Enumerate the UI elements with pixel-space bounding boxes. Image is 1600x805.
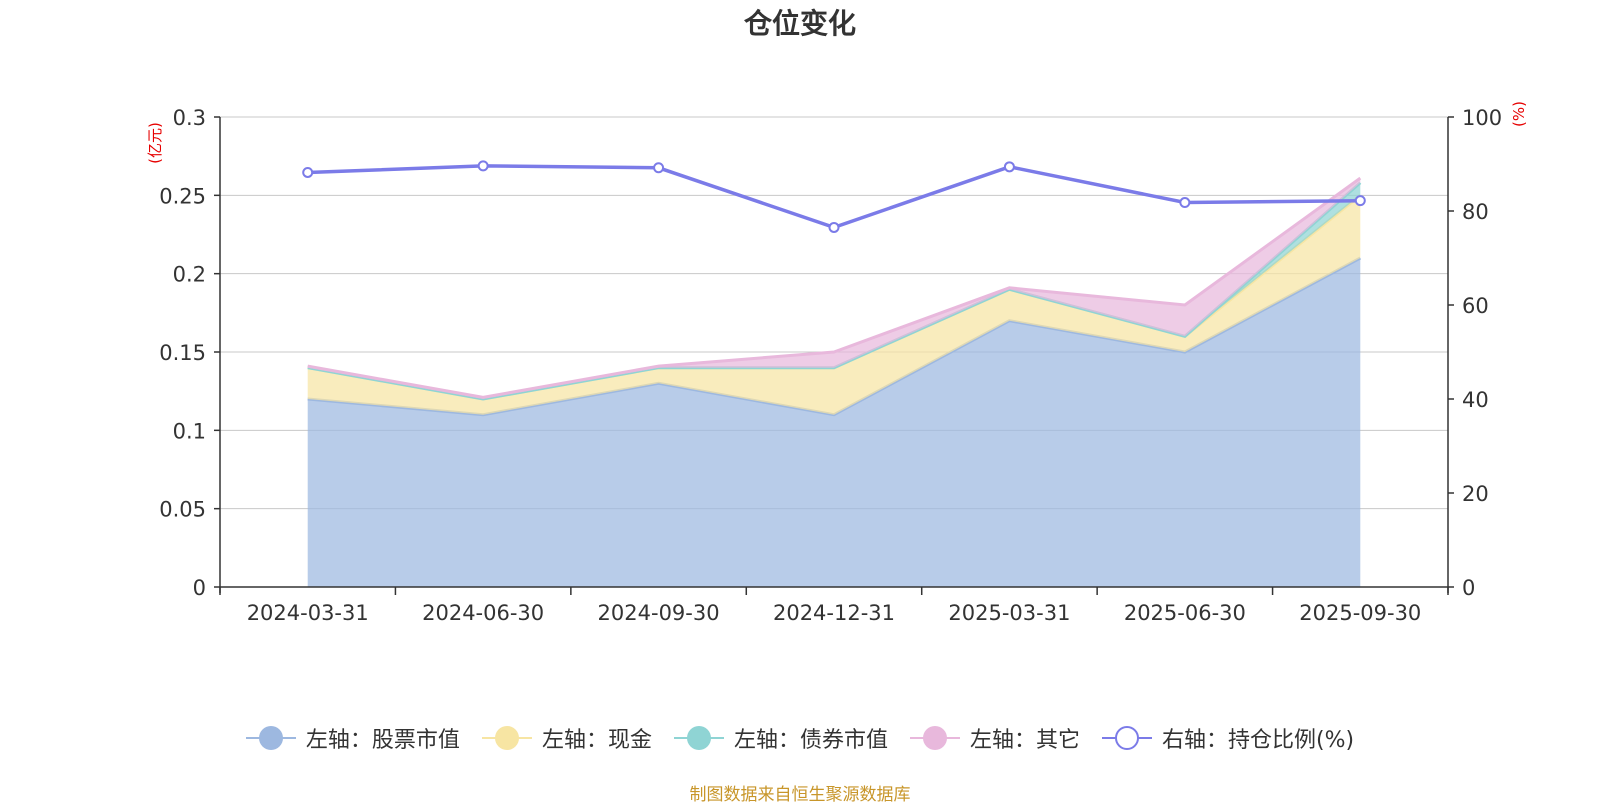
left-axis-unit: (亿元) — [146, 122, 164, 164]
legend-swatch-icon — [673, 725, 724, 751]
left-tick-label: 0 — [193, 576, 206, 600]
x-tick-label: 2025-06-30 — [1124, 601, 1246, 625]
area-series-1 — [307, 258, 1361, 587]
x-tick-label: 2024-03-31 — [247, 601, 369, 625]
right-tick-label: 100 — [1462, 106, 1502, 130]
line-layer — [302, 160, 1366, 233]
left-tick-label: 0.3 — [173, 106, 206, 130]
ratio-point — [1179, 197, 1191, 209]
area-series-4-edge — [307, 176, 1362, 399]
chart-title: 仓位变化 — [743, 7, 856, 40]
legend-swatch-icon — [245, 725, 296, 751]
legend-swatch-icon — [1101, 725, 1152, 751]
x-tick-label: 2025-03-31 — [948, 601, 1070, 625]
left-tick-label: 0.25 — [159, 184, 206, 208]
right-tick-label: 0 — [1462, 576, 1475, 600]
source-note: 制图数据来自恒生聚源数据库 — [689, 785, 911, 805]
right-tick-label: 40 — [1462, 388, 1489, 412]
right-tick-label: 60 — [1462, 294, 1489, 318]
x-tick-label: 2024-06-30 — [422, 601, 544, 625]
left-tick-label: 0.15 — [159, 341, 206, 365]
axis-layer: 0 0.05 0.1 0.15 0.2 0.25 0.3 0 20 40 60 80 100 2024-0… — [146, 101, 1528, 625]
legend-item[interactable]: 左轴：债券市值 — [673, 722, 888, 754]
left-tick-label: 0.2 — [173, 263, 206, 287]
legend-label: 左轴：其它 — [969, 728, 1080, 753]
ratio-line — [307, 164, 1361, 230]
left-tick-label: 0.1 — [173, 419, 206, 443]
ratio-point — [828, 221, 840, 233]
ratio-point — [477, 160, 489, 172]
x-tick-label: 2025-09-30 — [1299, 601, 1421, 625]
legend-item[interactable]: 左轴：现金 — [481, 722, 652, 754]
legend-item[interactable]: 左轴：股票市值 — [245, 722, 460, 754]
area-layer — [307, 176, 1362, 587]
right-tick-label: 20 — [1462, 482, 1489, 506]
legend-item[interactable]: 右轴：持仓比例(%) — [1101, 722, 1355, 754]
ratio-point — [653, 162, 665, 174]
legend: 左轴：股票市值 左轴：现金 左轴：债券市值 左轴：其它 右轴：持仓比例(%) — [0, 722, 1600, 754]
legend-swatch-icon — [909, 725, 960, 751]
legend-label: 左轴：债券市值 — [733, 728, 888, 753]
legend-swatch-icon — [481, 725, 532, 751]
legend-label: 左轴：股票市值 — [305, 728, 460, 753]
right-axis-unit: (%) — [1510, 101, 1528, 127]
x-tick-label: 2024-09-30 — [598, 601, 720, 625]
legend-item[interactable]: 左轴：其它 — [909, 722, 1080, 754]
x-tick-label: 2024-12-31 — [773, 601, 895, 625]
ratio-point — [1003, 161, 1015, 173]
area-series-4 — [307, 178, 1361, 399]
ratio-point — [1354, 195, 1366, 207]
legend-label: 右轴：持仓比例(%) — [1161, 728, 1355, 753]
left-tick-label: 0.05 — [159, 498, 206, 522]
area-series-2 — [307, 195, 1361, 415]
right-tick-label: 80 — [1462, 200, 1489, 224]
legend-label: 左轴：现金 — [541, 728, 652, 753]
ratio-point — [302, 166, 314, 178]
